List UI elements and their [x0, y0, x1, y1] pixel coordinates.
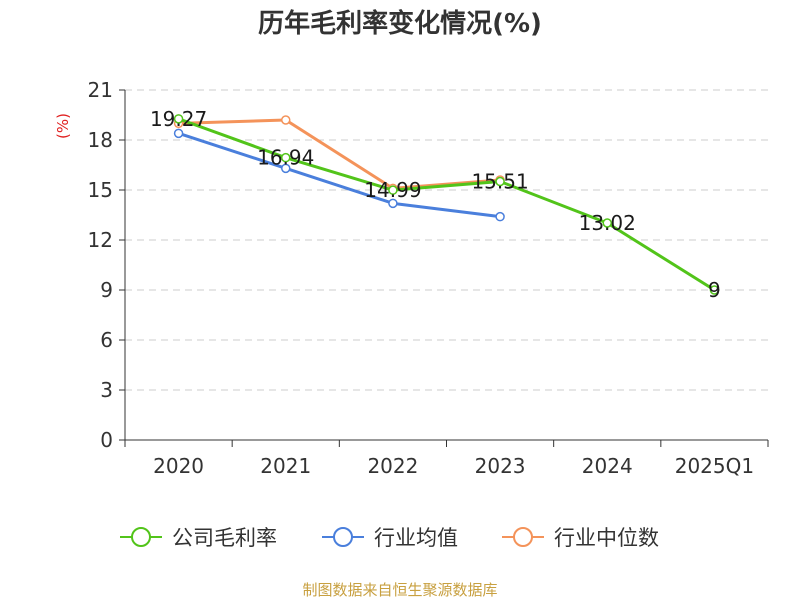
x-tick-label: 2020	[153, 454, 204, 478]
series-point-0	[709, 285, 720, 295]
legend[interactable]: 公司毛利率 行业均值 行业中位数	[120, 526, 659, 550]
y-tick-label: 21	[88, 78, 113, 102]
legend-label: 公司毛利率	[172, 526, 277, 550]
y-tick-label: 6	[100, 328, 113, 352]
series-point-1	[388, 198, 398, 209]
series-point-0	[173, 114, 184, 124]
series-group	[173, 114, 720, 295]
y-tick-label: 15	[88, 178, 113, 202]
x-tick-label: 2022	[367, 454, 418, 478]
x-tick-label: 2021	[260, 454, 311, 478]
y-tick-label: 0	[100, 428, 113, 452]
y-tick-label: 18	[88, 128, 113, 152]
series-line-0	[178, 117, 716, 292]
data-label: 9	[708, 278, 721, 302]
legend-label: 行业中位数	[554, 526, 659, 550]
series-point-1	[495, 211, 505, 222]
legend-marker	[333, 527, 353, 547]
legend-item-0[interactable]: 公司毛利率	[120, 526, 277, 550]
data-labels: 19.27 16.94 14.99 15.51 13.02 9	[150, 107, 721, 302]
x-tick-label: 2024	[582, 454, 633, 478]
y-axis-label: (%)	[54, 113, 72, 139]
series-point-0	[388, 185, 398, 195]
legend-marker	[513, 527, 533, 547]
legend-label: 行业均值	[374, 526, 458, 550]
data-label: 15.51	[471, 170, 528, 194]
series-point-2	[281, 115, 291, 125]
series-point-0	[495, 176, 505, 187]
y-tick-label: 3	[100, 378, 113, 402]
y-tick-label: 9	[100, 278, 113, 302]
x-tick-label: 2025Q1	[675, 454, 754, 478]
series-line-2	[178, 118, 501, 190]
source-note: 制图数据来自恒生聚源数据库	[302, 581, 497, 599]
series-line-1	[178, 131, 501, 219]
legend-item-1[interactable]: 行业均值	[322, 526, 458, 550]
data-label: 14.99	[364, 178, 421, 202]
series-point-0	[281, 152, 291, 163]
legend-marker	[131, 527, 151, 547]
y-tick-label: 12	[88, 228, 113, 252]
data-label: 13.02	[579, 211, 636, 235]
chart-title: 历年毛利率变化情况(%)	[258, 8, 542, 39]
legend-item-2[interactable]: 行业中位数	[502, 526, 659, 550]
series-point-0	[602, 218, 612, 228]
x-tick-label: 2023	[475, 454, 526, 478]
data-label: 16.94	[257, 146, 314, 170]
series-point-1	[173, 128, 184, 139]
axes: 0 3 6 9 12 15 18 21 2020 2021 2022 2023 2024 2025Q1	[88, 78, 769, 478]
series-point-1	[281, 163, 291, 174]
data-label: 19.27	[150, 107, 207, 131]
